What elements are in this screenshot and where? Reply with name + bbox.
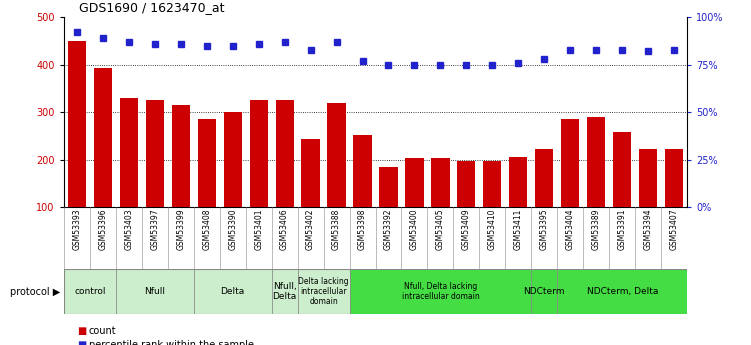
Text: Nfull, Delta lacking
intracellular domain: Nfull, Delta lacking intracellular domai… (402, 282, 479, 301)
Text: percentile rank within the sample: percentile rank within the sample (89, 340, 254, 345)
Text: GSM53400: GSM53400 (410, 208, 419, 250)
Bar (68, 41, 86, 255)
Text: protocol ▶: protocol ▶ (10, 287, 60, 296)
Bar (557, 269, 687, 314)
Text: GSM53389: GSM53389 (592, 208, 601, 250)
Text: GSM53410: GSM53410 (488, 208, 497, 250)
Bar (379, 167, 397, 255)
Bar (354, 135, 372, 255)
Text: GSM53404: GSM53404 (566, 208, 575, 250)
Bar (64, 269, 116, 314)
Bar (146, 100, 164, 255)
Text: GSM53406: GSM53406 (280, 208, 289, 250)
Text: GSM53396: GSM53396 (98, 208, 107, 250)
Bar (272, 269, 297, 314)
Bar (561, 119, 579, 255)
Bar (665, 149, 683, 255)
Text: GSM53409: GSM53409 (462, 208, 471, 250)
Text: ■: ■ (77, 340, 86, 345)
Text: GSM53391: GSM53391 (618, 208, 627, 250)
Text: GSM53408: GSM53408 (202, 208, 211, 250)
Bar (349, 269, 532, 314)
Text: GSM53405: GSM53405 (436, 208, 445, 250)
Text: NDCterm: NDCterm (523, 287, 565, 296)
Text: GSM53390: GSM53390 (228, 208, 237, 250)
Text: GSM53388: GSM53388 (332, 208, 341, 250)
Text: GDS1690 / 1623470_at: GDS1690 / 1623470_at (79, 1, 225, 14)
Bar (639, 149, 657, 255)
Text: GSM53407: GSM53407 (670, 208, 679, 250)
Text: GSM53403: GSM53403 (124, 208, 133, 250)
Text: GSM53398: GSM53398 (358, 208, 367, 250)
Text: Nfull,
Delta: Nfull, Delta (273, 282, 297, 301)
Bar (587, 117, 605, 255)
Text: GSM53392: GSM53392 (384, 208, 393, 250)
Text: GSM53399: GSM53399 (176, 208, 185, 250)
Bar (484, 160, 502, 255)
Text: ■: ■ (77, 326, 86, 336)
Bar (119, 98, 138, 255)
Bar (406, 158, 424, 255)
Bar (509, 157, 527, 255)
Text: NDCterm, Delta: NDCterm, Delta (587, 287, 658, 296)
Text: count: count (89, 326, 116, 336)
Bar (172, 105, 190, 255)
Bar (613, 132, 632, 255)
Bar (431, 158, 450, 255)
Text: Nfull: Nfull (144, 287, 165, 296)
Bar (194, 269, 272, 314)
Bar (457, 161, 475, 255)
Text: Delta lacking
intracellular
domain: Delta lacking intracellular domain (298, 277, 349, 306)
Text: control: control (74, 287, 106, 296)
Bar (301, 139, 320, 255)
Text: Delta: Delta (221, 287, 245, 296)
Text: GSM53397: GSM53397 (150, 208, 159, 250)
Bar (327, 103, 345, 255)
Bar (94, 68, 112, 255)
Text: GSM53395: GSM53395 (540, 208, 549, 250)
Bar (535, 149, 553, 255)
Text: GSM53393: GSM53393 (72, 208, 81, 250)
Bar (297, 269, 349, 314)
Text: GSM53401: GSM53401 (254, 208, 263, 250)
Bar (198, 119, 216, 255)
Text: GSM53411: GSM53411 (514, 208, 523, 250)
Bar (532, 269, 557, 314)
Bar (249, 100, 267, 255)
Bar (224, 112, 242, 255)
Bar (116, 269, 194, 314)
Bar (276, 100, 294, 255)
Text: GSM53402: GSM53402 (306, 208, 315, 250)
Text: GSM53394: GSM53394 (644, 208, 653, 250)
